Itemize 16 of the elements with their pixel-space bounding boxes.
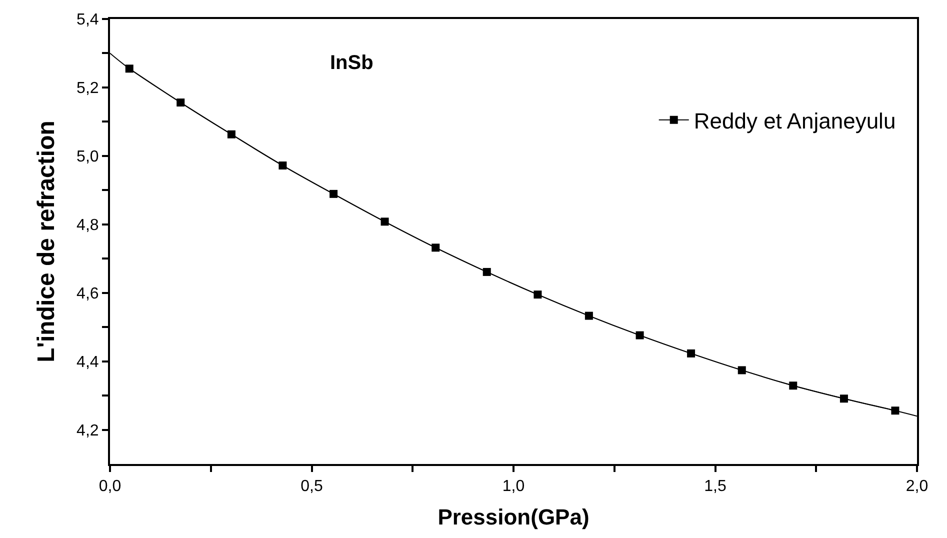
y-axis-title: L'indice de refraction [33,120,60,362]
x-axis-title: Pression(GPa) [438,504,590,530]
x-tick-label: 0,0 [98,478,122,496]
annotation: InSb [330,52,374,74]
y-tick-label: 5,0 [76,148,99,166]
y-tick-label: 5,2 [76,80,99,98]
legend-label: Reddy et Anjaneyulu [694,108,896,134]
x-tick-label: 0,5 [300,478,323,496]
y-tick-label: 4,2 [76,422,99,440]
x-tick-label: 1,0 [502,478,525,496]
x-tick-label: 2,0 [906,478,928,496]
y-tick-label: 4,6 [76,285,99,302]
y-tick-label: 5,4 [76,12,99,29]
x-tick-label: 1,5 [704,478,726,496]
y-tick-label: 4,4 [76,354,99,371]
y-tick-label: 4,8 [76,216,99,234]
